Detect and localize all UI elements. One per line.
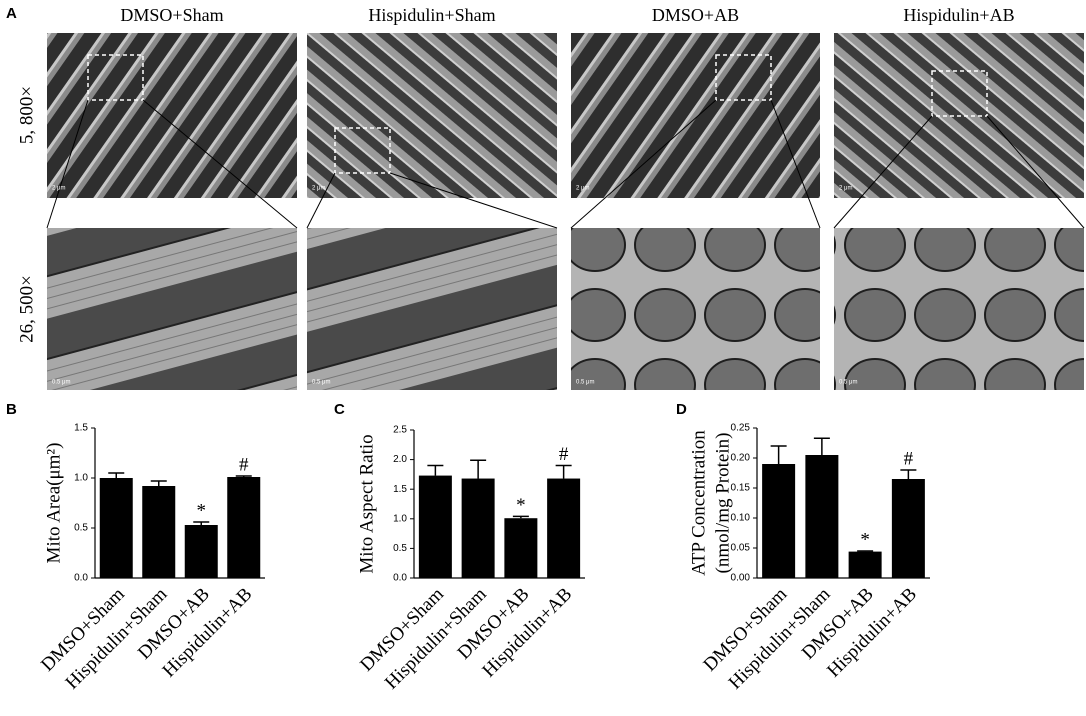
zoom-line xyxy=(570,99,717,229)
zoom-line xyxy=(770,99,821,229)
y-tick-label: 0.0 xyxy=(393,573,407,584)
column-title: Hispidulin+Sham xyxy=(368,5,495,25)
column-title: DMSO+Sham xyxy=(120,5,223,25)
micrograph xyxy=(47,228,297,390)
y-tick-label: 0.0 xyxy=(74,573,88,584)
bar xyxy=(461,478,495,578)
scale-bar-label: 0.5 μm xyxy=(839,380,857,386)
bar xyxy=(891,479,925,578)
scale-bar-label: 2 μm xyxy=(52,186,65,192)
y-tick-label: 0.5 xyxy=(74,523,88,534)
bar xyxy=(848,551,882,578)
column-title: Hispidulin+AB xyxy=(903,5,1014,25)
zoom-box xyxy=(334,127,391,174)
scale-bar-label: 2 μm xyxy=(576,186,589,192)
row-label: 26, 500× xyxy=(16,275,37,343)
y-tick-label: 0.20 xyxy=(731,453,751,464)
zoom-line xyxy=(833,115,933,229)
panel-letter: C xyxy=(334,401,345,418)
significance-marker: * xyxy=(860,529,870,550)
bar xyxy=(142,486,176,578)
y-tick-label: 0.5 xyxy=(393,543,407,554)
y-tick-label: 1.5 xyxy=(74,423,88,434)
zoom-box xyxy=(931,70,988,117)
y-tick-label: 0.00 xyxy=(731,573,751,584)
y-tick-label: 1.0 xyxy=(393,513,407,524)
y-axis-label: Mito Aspect Ratio xyxy=(356,434,377,573)
y-axis-label: (nmol/mg Protein) xyxy=(712,433,733,574)
micrograph xyxy=(47,33,297,198)
significance-marker: * xyxy=(516,495,526,516)
scale-bar-label: 0.5 μm xyxy=(312,380,330,386)
y-tick-label: 1.5 xyxy=(393,484,407,495)
panel-letter: A xyxy=(6,5,17,22)
bar xyxy=(547,478,581,578)
micrograph xyxy=(834,228,1084,390)
y-axis-label: ATP Concentration xyxy=(688,430,709,576)
significance-marker: # xyxy=(559,444,569,465)
scale-bar-label: 2 μm xyxy=(312,186,325,192)
y-axis-label: Mito Area(μm²) xyxy=(43,443,64,564)
panel-letter: B xyxy=(6,401,17,418)
y-tick-label: 0.05 xyxy=(731,543,751,554)
significance-marker: # xyxy=(239,454,249,475)
bar xyxy=(504,518,538,578)
zoom-box xyxy=(715,54,772,101)
zoom-line xyxy=(142,99,298,229)
y-tick-label: 0.15 xyxy=(731,483,751,494)
panel-letter: D xyxy=(676,401,687,418)
bar xyxy=(418,475,452,578)
bar xyxy=(227,477,261,578)
bar xyxy=(762,464,796,578)
y-tick-label: 2.0 xyxy=(393,454,407,465)
y-tick-label: 2.5 xyxy=(393,425,407,436)
bar xyxy=(184,525,218,578)
column-title: DMSO+AB xyxy=(652,5,739,25)
significance-marker: # xyxy=(904,448,914,469)
bar xyxy=(99,478,133,578)
zoom-line xyxy=(986,115,1085,229)
y-tick-label: 0.10 xyxy=(731,513,751,524)
row-label: 5, 800× xyxy=(16,86,37,144)
zoom-line xyxy=(46,99,89,229)
scale-bar-label: 2 μm xyxy=(839,186,852,192)
micrograph xyxy=(571,33,820,198)
zoom-line xyxy=(389,172,558,229)
bar xyxy=(805,455,839,578)
y-tick-label: 1.0 xyxy=(74,473,88,484)
micrograph xyxy=(571,228,820,390)
significance-marker: * xyxy=(197,500,207,521)
zoom-line xyxy=(306,172,336,229)
scale-bar-label: 0.5 μm xyxy=(576,380,594,386)
micrograph xyxy=(307,228,557,390)
micrograph xyxy=(307,33,557,198)
y-tick-label: 0.25 xyxy=(731,423,751,434)
scale-bar-label: 0.5 μm xyxy=(52,380,70,386)
zoom-box xyxy=(87,54,144,101)
